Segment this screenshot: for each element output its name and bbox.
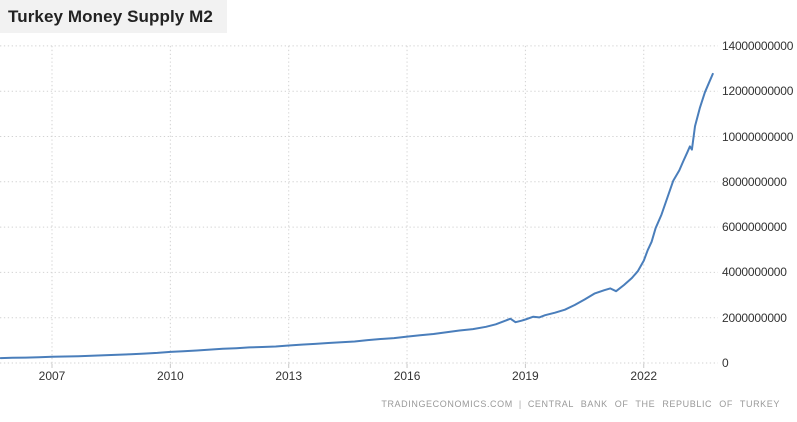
x-tick-label: 2022 [630,369,658,383]
attribution-provider: CENTRAL BANK OF THE REPUBLIC OF TURKEY [527,399,780,409]
grid-lines [0,45,718,364]
y-tick-label: 4000000000 [722,265,787,280]
x-tick-label: 2016 [393,369,421,383]
attribution-source-link[interactable]: TRADINGECONOMICS.COM [381,399,513,409]
y-tick-label: 2000000000 [722,310,787,325]
x-tick-label: 2010 [156,369,184,383]
y-tick-label: 0 [722,356,729,370]
page-title: Turkey Money Supply M2 [8,6,213,26]
y-tick-label: 12000000000 [722,84,794,99]
series-line[interactable] [0,72,714,360]
chart-title-strip: Turkey Money Supply M2 [0,0,227,33]
y-tick-label: 8000000000 [722,174,787,189]
y-tick-label: 10000000000 [722,129,794,144]
y-tick-label: 14000000000 [722,38,794,53]
x-axis-tick-marks [51,363,645,368]
x-tick-label: 2007 [38,369,66,383]
attribution: TRADINGECONOMICS.COM | CENTRAL BANK OF THE… [381,399,780,409]
x-tick-label: 2013 [275,369,303,383]
attribution-separator: | [518,399,522,409]
x-tick-label: 2019 [512,369,539,383]
y-tick-label: 6000000000 [722,220,787,235]
